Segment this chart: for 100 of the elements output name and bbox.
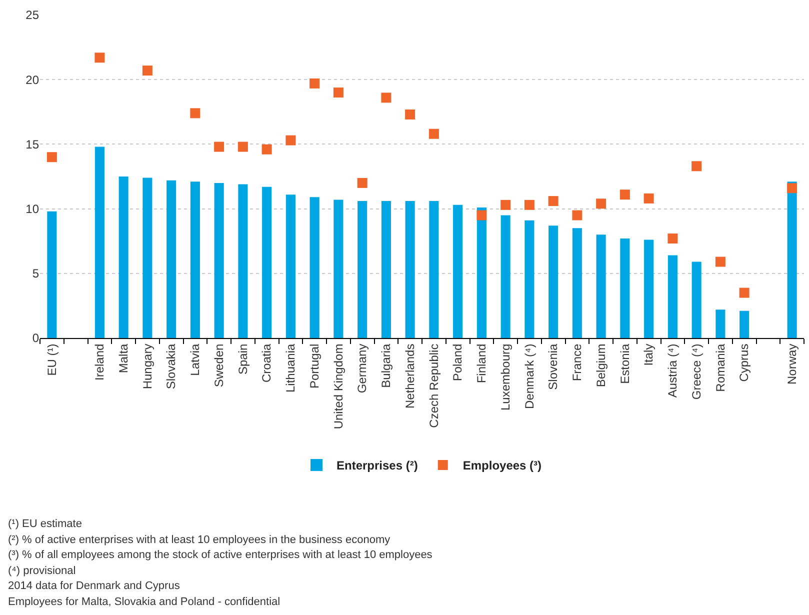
x-tick-label: Hungary: [140, 344, 154, 390]
point: [739, 288, 750, 298]
x-tick-label: United Kingdom: [331, 344, 346, 430]
bar: [500, 215, 510, 338]
point: [333, 88, 344, 98]
bar: [787, 182, 797, 338]
bar: [166, 180, 176, 338]
bar: [405, 201, 415, 338]
bar: [644, 240, 654, 338]
point: [596, 198, 606, 209]
bar: [214, 182, 224, 338]
bar: [262, 186, 272, 338]
point: [524, 200, 534, 210]
point: [381, 92, 392, 103]
point: [190, 108, 200, 118]
y-tick-label: 15: [26, 137, 40, 152]
point: [476, 210, 487, 220]
point: [214, 142, 224, 152]
x-tick-label: Norway: [784, 344, 799, 384]
bar: [692, 262, 702, 338]
x-tick-label: Croatia: [260, 343, 274, 382]
bar: [524, 220, 534, 338]
x-tick-label: Malta: [116, 343, 130, 374]
bar: [238, 184, 248, 338]
bar: [548, 226, 558, 338]
x-tick-label: Poland: [450, 344, 465, 382]
text: 2014 data for Denmark and Cyprus: [8, 580, 180, 592]
point: [238, 142, 248, 152]
x-tick-label: Cyprus: [737, 344, 752, 382]
text: (¹) EU estimate: [8, 518, 82, 530]
point: [286, 135, 296, 146]
x-tick-label: France: [570, 343, 584, 382]
point: [46, 152, 57, 162]
text: (⁴) provisional: [8, 565, 76, 577]
x-tick-label: Belgium: [594, 344, 608, 388]
x-tick-label: Italy: [642, 344, 656, 366]
x-tick-label: Slovenia: [546, 343, 560, 390]
bar: [381, 201, 391, 338]
x-tick-label: Romania: [713, 343, 728, 392]
x-tick-label: Ireland: [92, 344, 107, 381]
point: [548, 196, 558, 206]
x-tick-label: Slovakia: [164, 343, 178, 390]
point: [692, 161, 702, 172]
point: [644, 193, 654, 204]
point: [142, 66, 152, 76]
point: [572, 210, 582, 220]
x-tick-label: Sweden: [212, 344, 226, 388]
x-tick-label: EU (¹): [44, 344, 59, 376]
bar: [740, 310, 750, 338]
y-tick-label: 20: [26, 72, 40, 87]
bar: [94, 146, 104, 338]
text: Employees for Malta, Slovakia and Poland - confidential: [8, 596, 280, 608]
bar: [358, 201, 368, 338]
bar: [572, 228, 582, 338]
point: [310, 78, 320, 88]
legend-label: Enterprises (²): [336, 458, 418, 473]
bar: [668, 255, 678, 338]
bar: [310, 197, 320, 338]
x-tick-label: Germany: [355, 344, 370, 394]
x-tick-label: Lithuania: [284, 343, 298, 393]
bar: [118, 176, 128, 338]
bar: [596, 234, 606, 338]
text: (³) % of all employees among the stock of active enterprises with at least 10 employees: [8, 549, 433, 561]
y-tick-label: 5: [32, 266, 40, 281]
bar: [286, 194, 296, 338]
x-tick-label: Spain: [236, 344, 250, 375]
bar: [476, 208, 486, 338]
x-tick-label: Estonia: [618, 343, 632, 384]
point: [357, 178, 368, 188]
x-tick-label: Greece (⁴): [689, 344, 704, 400]
x-tick-label: Portugal: [307, 344, 322, 389]
x-tick-label: Bulgaria: [379, 343, 394, 388]
bar: [716, 310, 726, 338]
point: [715, 256, 726, 267]
point: [668, 234, 678, 244]
bar: [429, 201, 439, 338]
point: [94, 52, 105, 63]
bar: [334, 200, 344, 338]
x-tick-label: Netherlands: [402, 344, 417, 409]
bar: [47, 211, 57, 338]
bar: [190, 182, 200, 338]
y-tick-label: 25: [26, 8, 40, 22]
point: [500, 200, 511, 210]
x-tick-label: Luxembourg: [498, 344, 512, 411]
y-tick-label: 10: [26, 202, 40, 216]
y-tick-label: 0: [32, 331, 40, 346]
bar: [142, 178, 152, 338]
bar: [620, 238, 630, 338]
point: [405, 109, 416, 120]
x-tick-label: Austria (⁴): [666, 344, 680, 398]
point: [262, 144, 272, 154]
legend-label: Employees (³): [462, 458, 542, 473]
point: [620, 190, 630, 200]
x-tick-label: Latvia: [188, 343, 202, 376]
point: [787, 183, 798, 194]
x-tick-label: Czech Republic: [426, 344, 441, 428]
x-tick-label: Denmark (⁴): [522, 344, 536, 409]
bar: [453, 204, 463, 338]
x-tick-label: Finland: [474, 344, 489, 384]
text: (²) % of active enterprises with at least 10 employees in the business economy: [8, 534, 391, 546]
